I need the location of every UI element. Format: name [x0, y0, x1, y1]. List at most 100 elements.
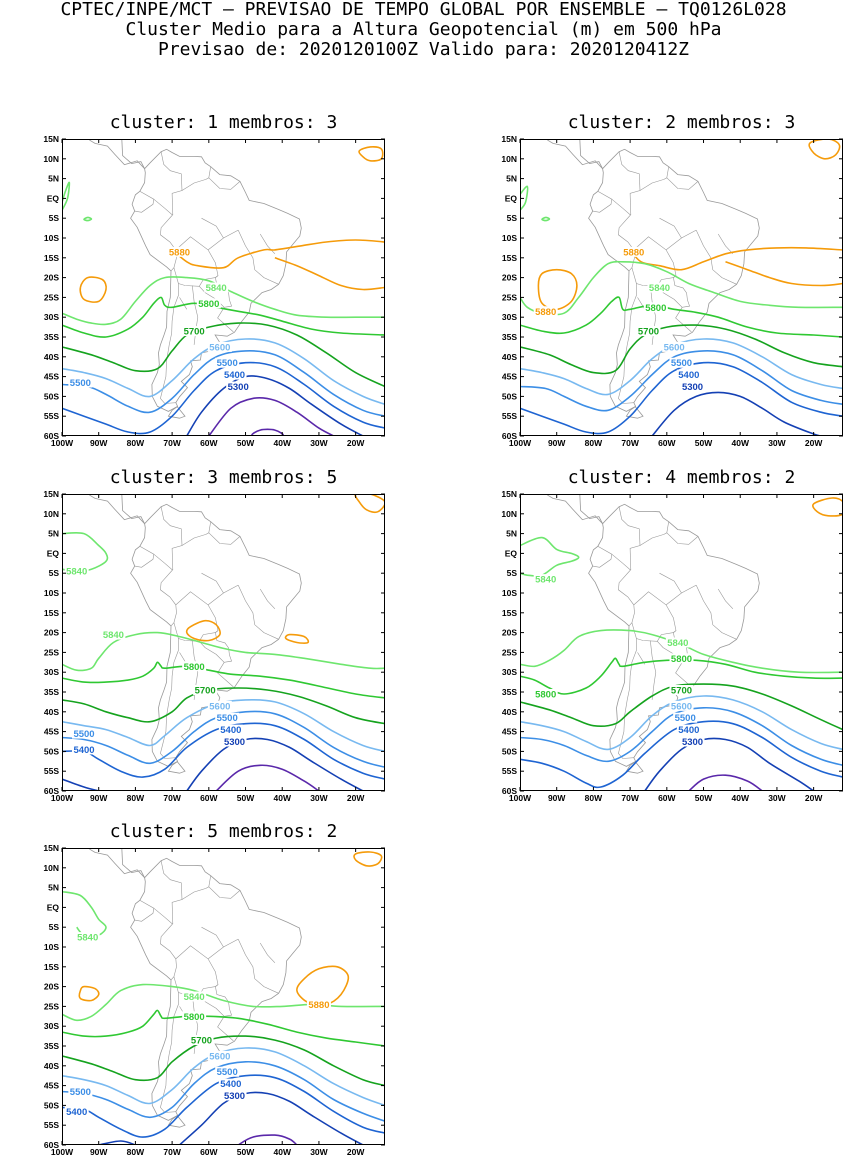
contour-label: 5840: [667, 638, 688, 649]
lon-label: 40W: [731, 793, 749, 803]
lat-label: 45S: [44, 727, 59, 737]
lon-label: 80W: [585, 793, 603, 803]
lat-label: 5N: [48, 529, 59, 539]
contour-5840: [62, 276, 385, 326]
lat-label: EQ: [505, 193, 518, 203]
contour-5300: [186, 737, 364, 791]
contour-5800: [520, 657, 843, 695]
contour-label-bg: [669, 685, 694, 696]
lat-label: 25S: [44, 1001, 59, 1011]
lat-label: 5S: [49, 922, 60, 932]
country-border: [666, 177, 699, 190]
panel-title: cluster: 4 membros: 2: [567, 467, 796, 488]
contour-5200: [688, 774, 763, 791]
lat-label: 60S: [502, 431, 517, 441]
lat-label: 45S: [44, 372, 59, 382]
lon-label: 30W: [768, 438, 786, 448]
lat-label: 25S: [502, 292, 517, 302]
contour-5200: [237, 1134, 298, 1145]
lon-label: 60W: [200, 438, 218, 448]
contour-5800: [62, 296, 385, 338]
contour-label-bg: [196, 298, 221, 309]
lat-label: 15N: [501, 489, 517, 499]
country-border: [160, 151, 183, 216]
country-border: [592, 546, 613, 568]
coastline-central-america: [62, 848, 145, 878]
contour-5200: [251, 428, 284, 436]
contour-label: 5500: [675, 713, 696, 724]
contour-label-bg: [306, 999, 331, 1010]
contour-5840: [62, 631, 385, 672]
contour-label: 5880: [308, 1000, 329, 1011]
coastline-tierra-del-fuego: [167, 406, 186, 419]
lat-label: 30S: [502, 312, 517, 322]
contour-label: 5400: [73, 745, 94, 756]
lon-label: 60W: [658, 793, 676, 803]
coastline-tierra-del-fuego: [625, 761, 644, 774]
contour-label-bg: [182, 1011, 207, 1022]
contour-label: 5800: [645, 303, 666, 314]
contour-label: 5500: [70, 1087, 91, 1098]
contour-label: 5300: [228, 382, 249, 393]
contour-label: 5500: [671, 358, 692, 369]
contour-label: 5300: [682, 382, 703, 393]
contour-label: 5300: [224, 737, 245, 748]
contour-label: 5880: [535, 307, 556, 318]
contour-label-bg: [222, 369, 247, 380]
contour-label-bg: [68, 1086, 93, 1097]
contour-label-bg: [621, 246, 646, 257]
contour-label-bg: [676, 724, 701, 735]
country-border: [631, 236, 677, 287]
lat-label: 35S: [502, 687, 517, 697]
contour-5500: [520, 350, 843, 412]
lat-label: 30S: [502, 667, 517, 677]
contour-label-bg: [204, 282, 229, 293]
contour-label-bg: [636, 326, 661, 337]
contour-label-bg: [167, 246, 192, 257]
contour-5500: [62, 710, 385, 768]
contour-5880: [274, 257, 385, 291]
lat-label: 25S: [44, 292, 59, 302]
lon-label: 80W: [127, 438, 145, 448]
lon-label: 20W: [347, 438, 365, 448]
lat-label: 10N: [501, 154, 517, 164]
map-frame: [62, 139, 385, 436]
contour-label-bg: [533, 306, 558, 317]
contour-label: 5400: [66, 1107, 87, 1118]
coastline-caribbean: [560, 494, 603, 524]
lon-label: 80W: [127, 1147, 145, 1157]
lon-label: 60W: [200, 793, 218, 803]
contour-label-bg: [680, 381, 705, 392]
contour-label: 5400: [678, 725, 699, 736]
lat-label: 5S: [49, 568, 60, 578]
contour-label: 5840: [103, 630, 124, 641]
coastline-caribbean: [560, 139, 603, 169]
lat-label: 15S: [502, 608, 517, 618]
contour-5200: [215, 764, 320, 791]
lat-label: 60S: [44, 431, 59, 441]
contour-5400: [62, 361, 385, 435]
contour-label-bg: [647, 282, 672, 293]
contour-label-bg: [182, 991, 207, 1002]
lat-label: 15N: [43, 843, 59, 853]
contour-5400: [62, 1074, 385, 1138]
contour-label-bg: [75, 932, 100, 943]
lat-label: 55S: [44, 411, 59, 421]
contour-label: 5800: [184, 662, 205, 673]
lon-label: 40W: [273, 793, 291, 803]
country-border: [201, 572, 224, 594]
lon-label: 50W: [237, 793, 255, 803]
country-border: [259, 233, 276, 255]
country-border: [245, 954, 255, 979]
country-border: [712, 269, 737, 285]
lon-label: 70W: [163, 793, 181, 803]
lat-label: 35S: [502, 332, 517, 342]
lat-label: 10S: [44, 588, 59, 598]
country-border: [153, 198, 177, 272]
contour-label-bg: [680, 736, 705, 747]
lon-label: 90W: [90, 1147, 108, 1157]
contour-5400: [520, 720, 843, 789]
lat-label: 10N: [43, 154, 59, 164]
lat-label: 15S: [44, 962, 59, 972]
